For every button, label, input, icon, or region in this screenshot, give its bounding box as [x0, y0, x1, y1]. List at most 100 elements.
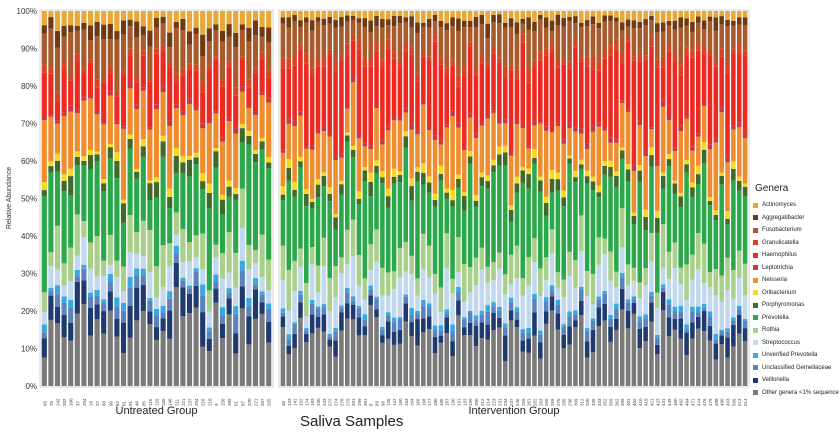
- bar-segment: [280, 57, 286, 69]
- bar-segment: [380, 171, 385, 178]
- bar-segment: [219, 141, 226, 195]
- bar-segment: [193, 152, 199, 158]
- bar-segment: [719, 344, 724, 386]
- bar-segment: [666, 304, 672, 318]
- bar-stack: 299: [356, 11, 362, 406]
- bar-segment: [81, 221, 87, 238]
- bar-segment: [280, 327, 286, 386]
- bar-segment: [120, 11, 127, 21]
- bar-segment: [153, 48, 160, 54]
- bar-segment: [219, 214, 226, 254]
- bar-segment: [94, 151, 100, 155]
- bar-segment: [219, 324, 226, 339]
- bar-segment: [304, 11, 309, 18]
- bar-segment: [140, 284, 146, 312]
- bar-segment: [107, 11, 113, 24]
- bar-segment: [450, 324, 455, 332]
- bar-segment: [259, 313, 265, 386]
- bar-segment: [41, 332, 47, 339]
- bar-segment: [456, 86, 461, 123]
- bar-segment: [409, 336, 414, 386]
- bar-segment: [380, 267, 385, 296]
- bar-segment: [596, 296, 602, 300]
- bar-segment: [385, 207, 391, 273]
- category-tick-label: 216: [201, 398, 206, 406]
- bar-segment: [479, 63, 485, 123]
- bar-segment: [555, 125, 561, 173]
- bar-stack: 8: [368, 11, 374, 406]
- category-tick-label: 214: [486, 398, 491, 406]
- bar-segment: [625, 37, 631, 42]
- bar-segment: [695, 328, 701, 386]
- bar-segment: [350, 76, 356, 83]
- bar-segment: [309, 247, 315, 265]
- bar-segment: [206, 120, 212, 124]
- bar-segment: [731, 180, 736, 271]
- bar-segment: [725, 156, 730, 163]
- bar-segment: [678, 318, 683, 339]
- legend-swatch: [753, 227, 758, 233]
- bar-segment: [625, 285, 631, 300]
- bar-segment: [298, 11, 303, 21]
- bar-stack: 233: [321, 11, 327, 406]
- bar-segment: [649, 232, 654, 262]
- bar-segment: [321, 237, 327, 266]
- legend-swatch: [753, 352, 758, 358]
- bar-segment: [614, 175, 619, 187]
- bar-segment: [206, 331, 212, 339]
- bar-segment: [444, 317, 449, 334]
- bar-segment: [107, 273, 113, 282]
- bar-segment: [120, 126, 127, 129]
- bar-segment: [233, 47, 239, 88]
- bar-segment: [619, 247, 625, 273]
- bar-segment: [567, 251, 572, 276]
- bar-segment: [134, 253, 140, 269]
- bar-segment: [567, 316, 572, 327]
- bar-segment: [649, 321, 654, 386]
- bar-segment: [637, 181, 643, 283]
- bar-stack: 177: [426, 11, 432, 406]
- bar-segment: [321, 66, 327, 126]
- bar-segment: [140, 87, 146, 91]
- bar-segment: [520, 18, 526, 24]
- bar-segment: [304, 193, 309, 207]
- bar-segment: [549, 30, 555, 46]
- bar-segment: [450, 189, 455, 201]
- category-tick-label: 259: [521, 398, 526, 406]
- bar-segment: [421, 101, 426, 105]
- bar-segment: [200, 312, 206, 347]
- bar-segment: [444, 75, 449, 125]
- bar-segment: [304, 342, 309, 386]
- category-tick-label: 309: [573, 398, 578, 406]
- bar-segment: [532, 293, 537, 299]
- category-tick-label: 135: [386, 398, 391, 406]
- bar-segment: [491, 159, 496, 166]
- bar-segment: [344, 21, 350, 44]
- bar-segment: [567, 128, 572, 156]
- bar-segment: [684, 47, 689, 56]
- bar-segment: [643, 150, 648, 157]
- bar-segment: [41, 324, 47, 333]
- bar-segment: [186, 261, 193, 286]
- bar-segment: [409, 27, 414, 47]
- bar-segment: [94, 161, 100, 237]
- bar-segment: [684, 118, 689, 160]
- bar-segment: [432, 329, 438, 337]
- legend-label: Fusobacterium: [762, 227, 802, 234]
- bar-segment: [339, 308, 344, 313]
- category-tick-label: 258: [221, 398, 226, 406]
- bar-segment: [61, 180, 67, 192]
- bar-segment: [266, 42, 272, 71]
- bar-segment: [54, 306, 61, 324]
- bar-segment: [350, 300, 356, 306]
- bar-segment: [736, 11, 742, 18]
- bar-segment: [87, 25, 94, 41]
- legend-item: Haemophilus: [753, 249, 839, 262]
- bar-segment: [725, 218, 730, 225]
- bar-segment: [473, 320, 479, 326]
- bar-segment: [391, 183, 397, 272]
- bar-segment: [68, 76, 74, 81]
- bar-segment: [206, 327, 212, 332]
- bar-segment: [153, 297, 160, 309]
- bar-segment: [543, 202, 549, 216]
